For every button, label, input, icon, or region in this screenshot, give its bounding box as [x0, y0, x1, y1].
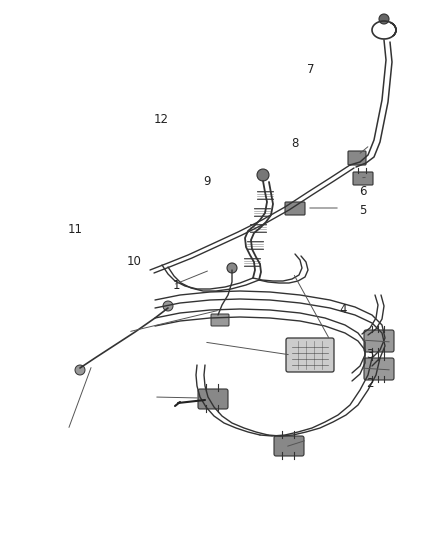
Circle shape [257, 169, 269, 181]
FancyBboxPatch shape [353, 172, 373, 185]
Text: 9: 9 [204, 175, 211, 188]
Text: 12: 12 [153, 114, 168, 126]
Text: 1: 1 [173, 279, 180, 292]
FancyBboxPatch shape [198, 389, 228, 409]
Circle shape [227, 263, 237, 273]
FancyBboxPatch shape [364, 330, 394, 352]
Text: 6: 6 [359, 185, 367, 198]
Text: 8: 8 [291, 138, 299, 150]
FancyBboxPatch shape [364, 358, 394, 380]
FancyBboxPatch shape [286, 338, 334, 372]
FancyBboxPatch shape [274, 436, 304, 456]
Text: 3: 3 [366, 348, 373, 361]
Text: 2: 2 [366, 377, 373, 390]
Circle shape [75, 365, 85, 375]
Text: 5: 5 [359, 204, 367, 217]
FancyBboxPatch shape [348, 151, 366, 165]
Circle shape [163, 301, 173, 311]
Text: 4: 4 [339, 303, 347, 316]
FancyBboxPatch shape [211, 314, 229, 326]
Text: 11: 11 [68, 223, 83, 236]
Text: 10: 10 [127, 255, 142, 268]
FancyBboxPatch shape [285, 202, 305, 215]
Text: 7: 7 [307, 63, 314, 76]
Circle shape [379, 14, 389, 24]
